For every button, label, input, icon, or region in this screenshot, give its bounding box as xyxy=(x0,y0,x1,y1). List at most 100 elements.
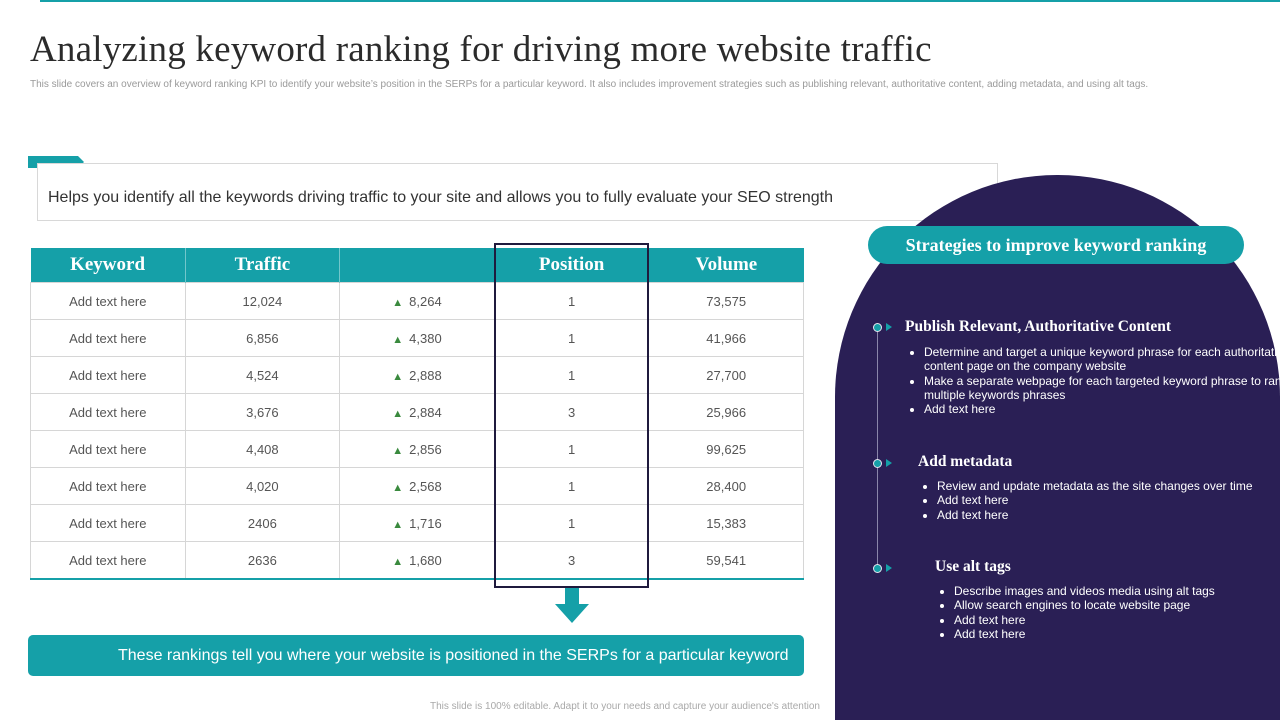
header-volume: Volume xyxy=(648,248,804,283)
cell-position: 1 xyxy=(493,467,650,505)
cell-keyword: Add text here xyxy=(30,282,186,320)
table-row: Add text here 2636 ▲ 1,680 3 59,541 xyxy=(30,541,804,580)
cell-keyword: Add text here xyxy=(30,393,186,431)
cell-keyword: Add text here xyxy=(30,504,186,542)
section-list-alt-tags: Describe images and videos media using a… xyxy=(936,584,1280,641)
cell-change-value: 1,716 xyxy=(409,515,442,531)
section-title-metadata: Add metadata xyxy=(918,453,1013,470)
cell-keyword: Add text here xyxy=(30,430,186,468)
pointer-triangle-icon xyxy=(886,564,892,572)
cell-volume: 59,541 xyxy=(648,541,804,580)
summary-banner: These rankings tell you where your websi… xyxy=(28,635,804,676)
triangle-up-icon: ▲ xyxy=(392,296,404,309)
cell-keyword: Add text here xyxy=(30,467,186,505)
table-row: Add text here 4,020 ▲ 2,568 1 28,400 xyxy=(30,467,804,505)
cell-change-value: 8,264 xyxy=(409,293,442,309)
timeline-dot xyxy=(873,323,882,332)
triangle-up-icon: ▲ xyxy=(392,407,404,420)
triangle-up-icon: ▲ xyxy=(392,444,404,457)
cell-position: 1 xyxy=(493,319,650,357)
keyword-table: Keyword Traffic Position Volume Add text… xyxy=(30,248,804,580)
definition-callout: Helps you identify all the keywords driv… xyxy=(37,163,998,221)
cell-volume: 73,575 xyxy=(648,282,804,320)
cell-keyword: Add text here xyxy=(30,356,186,394)
list-item: Add text here xyxy=(954,613,1280,627)
list-item: Add text here xyxy=(954,627,1280,641)
cell-traffic: 2636 xyxy=(184,541,341,580)
page-subtitle: This slide covers an overview of keyword… xyxy=(30,79,1149,90)
list-item: Add text here xyxy=(924,402,1280,416)
footer-note: This slide is 100% editable. Adapt it to… xyxy=(430,701,820,712)
cell-volume: 15,383 xyxy=(648,504,804,542)
cell-keyword: Add text here xyxy=(30,541,186,580)
cell-traffic: 4,020 xyxy=(184,467,341,505)
cell-change: ▲ 2,568 xyxy=(339,467,495,505)
table-row: Add text here 2406 ▲ 1,716 1 15,383 xyxy=(30,504,804,542)
strategies-panel xyxy=(835,175,1280,720)
list-item: Determine and target a unique keyword ph… xyxy=(924,345,1280,374)
cell-change: ▲ 1,716 xyxy=(339,504,495,542)
list-item: Add text here xyxy=(937,508,1280,522)
cell-change-value: 2,888 xyxy=(409,367,442,383)
cell-change-value: 1,680 xyxy=(409,552,442,568)
cell-change: ▲ 2,856 xyxy=(339,430,495,468)
position-column-highlight xyxy=(494,243,649,588)
cell-volume: 28,400 xyxy=(648,467,804,505)
list-item: Allow search engines to locate website p… xyxy=(954,598,1280,612)
triangle-up-icon: ▲ xyxy=(392,518,404,531)
cell-change: ▲ 2,888 xyxy=(339,356,495,394)
cell-volume: 41,966 xyxy=(648,319,804,357)
section-list-metadata: Review and update metadata as the site c… xyxy=(919,479,1280,522)
header-keyword: Keyword xyxy=(30,248,186,283)
table-row: Add text here 4,524 ▲ 2,888 1 27,700 xyxy=(30,356,804,394)
timeline-dot xyxy=(873,459,882,468)
table-row: Add text here 12,024 ▲ 8,264 1 73,575 xyxy=(30,282,804,320)
cell-change: ▲ 2,884 xyxy=(339,393,495,431)
table-row: Add text here 3,676 ▲ 2,884 3 25,966 xyxy=(30,393,804,431)
cell-change-value: 4,380 xyxy=(409,330,442,346)
page-title: Analyzing keyword ranking for driving mo… xyxy=(30,29,932,70)
cell-traffic: 6,856 xyxy=(184,319,341,357)
triangle-up-icon: ▲ xyxy=(392,370,404,383)
table-row: Add text here 6,856 ▲ 4,380 1 41,966 xyxy=(30,319,804,357)
pointer-triangle-icon xyxy=(886,459,892,467)
list-item: Review and update metadata as the site c… xyxy=(937,479,1280,493)
section-list-publish: Determine and target a unique keyword ph… xyxy=(906,345,1280,416)
cell-position: 1 xyxy=(493,282,650,320)
header-traffic: Traffic xyxy=(185,248,341,283)
cell-change: ▲ 8,264 xyxy=(339,282,495,320)
cell-change: ▲ 4,380 xyxy=(339,319,495,357)
cell-traffic: 4,408 xyxy=(184,430,341,468)
list-item: Add text here xyxy=(937,493,1280,507)
pointer-triangle-icon xyxy=(886,323,892,331)
cell-traffic: 3,676 xyxy=(184,393,341,431)
list-item: Make a separate webpage for each targete… xyxy=(924,374,1280,403)
cell-change-value: 2,568 xyxy=(409,478,442,494)
timeline-line xyxy=(877,327,878,568)
timeline-dot xyxy=(873,564,882,573)
cell-volume: 99,625 xyxy=(648,430,804,468)
cell-change-value: 2,884 xyxy=(409,404,442,420)
cell-traffic: 4,524 xyxy=(184,356,341,394)
cell-traffic: 12,024 xyxy=(184,282,341,320)
header-change xyxy=(339,248,495,283)
list-item: Describe images and videos media using a… xyxy=(954,584,1280,598)
cell-volume: 27,700 xyxy=(648,356,804,394)
top-accent-line xyxy=(40,0,1280,2)
section-title-alt-tags: Use alt tags xyxy=(935,558,1011,575)
table-row: Add text here 4,408 ▲ 2,856 1 99,625 xyxy=(30,430,804,468)
cell-traffic: 2406 xyxy=(184,504,341,542)
triangle-up-icon: ▲ xyxy=(392,333,404,346)
triangle-up-icon: ▲ xyxy=(392,555,404,568)
section-title-publish: Publish Relevant, Authoritative Content xyxy=(905,318,1172,335)
header-position: Position xyxy=(494,248,650,283)
cell-keyword: Add text here xyxy=(30,319,186,357)
arrow-down-icon xyxy=(555,588,589,623)
summary-banner-text: These rankings tell you where your websi… xyxy=(118,647,789,664)
cell-change: ▲ 1,680 xyxy=(339,541,495,580)
strategies-heading: Strategies to improve keyword ranking xyxy=(868,226,1244,264)
callout-text: Helps you identify all the keywords driv… xyxy=(48,189,833,206)
triangle-up-icon: ▲ xyxy=(392,481,404,494)
cell-volume: 25,966 xyxy=(648,393,804,431)
cell-change-value: 2,856 xyxy=(409,441,442,457)
